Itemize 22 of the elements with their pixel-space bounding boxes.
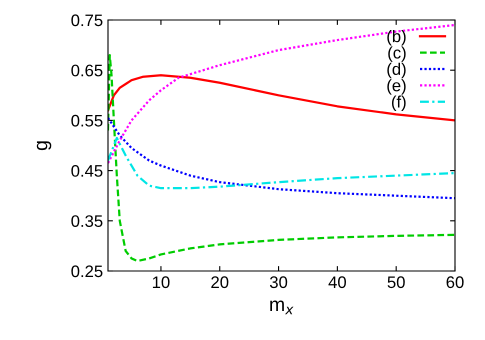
- line-series: [108, 24, 455, 164]
- x-tick-label: 50: [388, 276, 405, 288]
- legend-label: (e): [387, 79, 406, 95]
- y-tick-label: 0.55: [71, 114, 102, 127]
- y-tick-label: 0.45: [71, 165, 102, 177]
- x-tick-label: 30: [270, 276, 288, 288]
- x-tick-label: 60: [446, 276, 464, 288]
- y-tick-label: 0.75: [71, 14, 102, 26]
- line-series: [108, 116, 455, 200]
- x-tick-label: 20: [211, 276, 228, 288]
- line-series: [108, 136, 455, 190]
- x-tick-label: 10: [152, 276, 170, 288]
- y-axis-title: g: [36, 141, 52, 150]
- legend-label: (f): [392, 95, 406, 112]
- x-axis-title: m$_{x}$: [270, 300, 294, 314]
- x-tick-label: 40: [328, 276, 346, 288]
- legend-label: (b): [387, 30, 406, 46]
- y-tick-label: 0.25: [71, 265, 102, 278]
- y-tick-label: 0.35: [71, 215, 102, 228]
- legend-label: (d): [387, 62, 406, 78]
- y-tick-label: 0.65: [71, 64, 102, 76]
- legend-label: (c): [388, 46, 406, 62]
